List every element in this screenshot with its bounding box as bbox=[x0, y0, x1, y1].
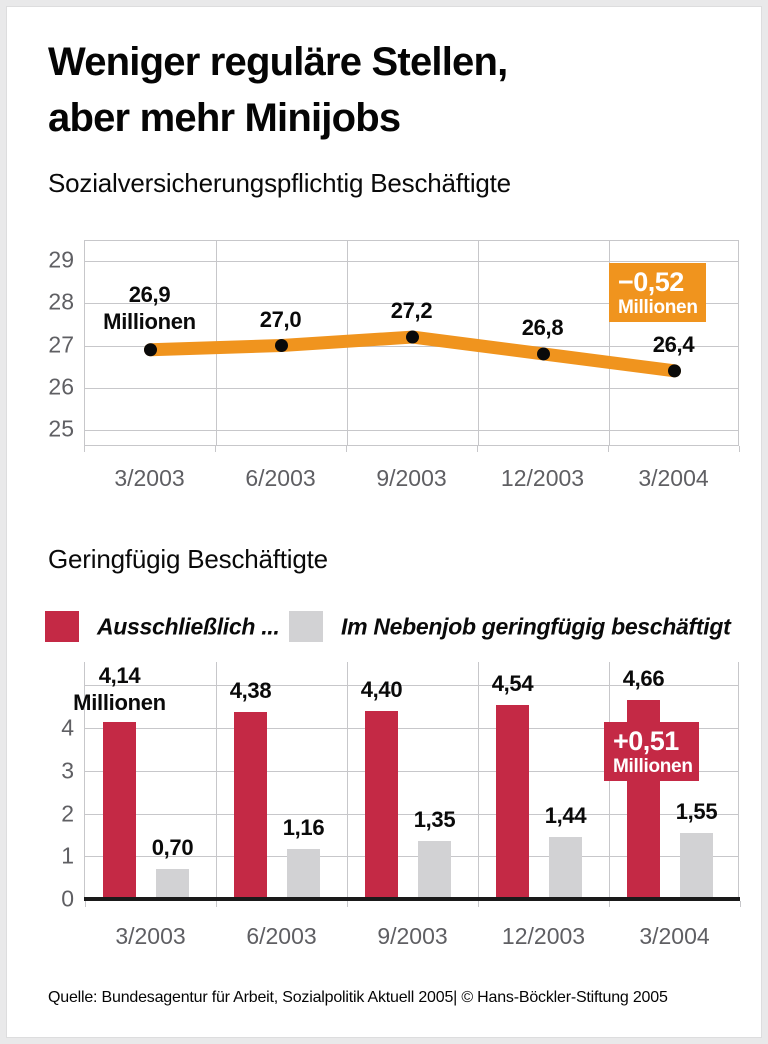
data-point-marker bbox=[406, 330, 419, 344]
gridline-h bbox=[85, 685, 738, 687]
x-tick-label: 3/2004 bbox=[639, 923, 710, 949]
bar-exclusive bbox=[365, 710, 398, 899]
bar-exclusive bbox=[496, 704, 529, 899]
bar-sidejob bbox=[549, 837, 582, 899]
bar-value-label: 4,38 bbox=[229, 677, 272, 703]
decline-badge-unit: Millionen bbox=[618, 297, 698, 318]
y-tick-label: 27 bbox=[48, 331, 74, 357]
x-tick-label: 6/2003 bbox=[245, 465, 316, 491]
gridline-h bbox=[85, 728, 738, 729]
source-line: Quelle: Bundesagentur für Arbeit, Sozial… bbox=[48, 989, 668, 1006]
gridline-h bbox=[85, 387, 738, 389]
decline-badge: −0,52 Millionen bbox=[609, 263, 706, 322]
axis-tick bbox=[740, 901, 741, 907]
increase-badge: +0,51 Millionen bbox=[604, 722, 699, 781]
gridline-h bbox=[85, 770, 738, 772]
y-tick-label: 25 bbox=[48, 415, 74, 442]
gridline-h bbox=[85, 813, 738, 815]
x-tick-label: 12/2003 bbox=[501, 923, 586, 949]
gridline-v bbox=[347, 662, 348, 899]
legend-swatch-sidejob bbox=[289, 611, 323, 642]
increase-badge-value: +0,51 bbox=[613, 726, 679, 756]
decline-badge-value: −0,52 bbox=[618, 267, 684, 297]
x-tick-label: 9/2003 bbox=[377, 923, 448, 949]
y-tick-label: 29 bbox=[48, 246, 74, 273]
x-tick-label: 12/2003 bbox=[500, 465, 585, 491]
bar-value-label: 4,40 bbox=[360, 676, 403, 702]
x-tick-label: 3/2004 bbox=[638, 465, 709, 491]
line-plot-area bbox=[84, 240, 739, 446]
page-title-line1: Weniger reguläre Stellen, bbox=[48, 40, 508, 84]
bar-value-label: 4,66 bbox=[622, 665, 665, 691]
gridline-h bbox=[85, 856, 738, 858]
x-tick-label: 6/2003 bbox=[246, 923, 317, 949]
y-tick-label: 28 bbox=[48, 288, 74, 315]
axis-tick bbox=[84, 446, 85, 452]
legend-swatch-exclusive bbox=[45, 611, 79, 642]
bar-value-label: 4,14 bbox=[98, 663, 141, 688]
page-title-line2: aber mehr Minijobs bbox=[48, 96, 401, 140]
data-point-marker bbox=[144, 343, 157, 357]
bar-sidejob bbox=[156, 869, 189, 899]
point-value-label: 27,0 bbox=[259, 306, 302, 332]
legend-label-sidejob: Im Nebenjob geringfügig beschäftigt bbox=[341, 613, 731, 640]
employment-line bbox=[144, 330, 681, 378]
gridline-h bbox=[85, 345, 738, 347]
axis-tick bbox=[215, 446, 216, 452]
bar-chart-title: Geringfügig Beschäftigte bbox=[48, 544, 328, 574]
bar-value-label: 1,44 bbox=[544, 803, 587, 829]
gridline-h bbox=[85, 261, 738, 262]
x-tick-label: 3/2003 bbox=[115, 923, 186, 949]
y-tick-label: 26 bbox=[48, 373, 74, 400]
gridline-v bbox=[216, 662, 217, 899]
x-axis-baseline bbox=[84, 897, 740, 901]
point-unit-label: Millionen bbox=[103, 308, 196, 334]
point-value-label: 26,8 bbox=[521, 314, 564, 340]
x-tick-label: 3/2003 bbox=[114, 465, 185, 491]
bar-value-label: 1,35 bbox=[413, 807, 456, 833]
data-point-marker bbox=[275, 339, 288, 352]
y-tick-label: 3 bbox=[61, 757, 74, 784]
point-value-label: 26,4 bbox=[652, 331, 695, 357]
bar-exclusive bbox=[234, 711, 267, 899]
x-tick-label: 9/2003 bbox=[376, 465, 447, 491]
bar-value-label: 4,54 bbox=[491, 670, 534, 696]
axis-tick bbox=[608, 446, 609, 452]
page-title: Weniger reguläre Stellen, aber mehr Mini… bbox=[48, 34, 508, 146]
axis-tick bbox=[85, 901, 86, 907]
line-chart-title: Sozialversicherungspflichtig Beschäftigt… bbox=[48, 168, 511, 198]
axis-tick bbox=[477, 446, 478, 452]
bar-sidejob bbox=[287, 849, 320, 899]
point-value-label: 26,9 bbox=[128, 281, 171, 307]
gridline-v bbox=[609, 241, 610, 445]
axis-tick bbox=[346, 446, 347, 452]
data-point-marker bbox=[537, 347, 550, 361]
y-tick-label: 2 bbox=[61, 800, 74, 826]
axis-tick bbox=[478, 901, 479, 907]
point-value-label: 27,2 bbox=[390, 298, 433, 324]
bar-value-label: 1,16 bbox=[282, 815, 325, 841]
data-point-marker bbox=[668, 364, 681, 378]
axis-tick bbox=[739, 446, 740, 452]
increase-badge-unit: Millionen bbox=[613, 756, 693, 777]
legend-label-exclusive: Ausschließlich ... bbox=[97, 613, 280, 640]
axis-tick bbox=[216, 901, 217, 907]
gridline-h bbox=[85, 303, 738, 305]
axis-tick bbox=[347, 901, 348, 907]
y-tick-label: 4 bbox=[61, 714, 74, 741]
gridline-v bbox=[478, 662, 479, 899]
bar-value-label: 0,70 bbox=[151, 835, 194, 861]
bar-sidejob bbox=[680, 832, 713, 899]
y-tick-label: 0 bbox=[61, 885, 74, 912]
axis-tick bbox=[609, 901, 610, 907]
gridline-h bbox=[85, 430, 738, 431]
y-tick-label: 1 bbox=[61, 842, 74, 869]
bar-exclusive bbox=[103, 722, 136, 899]
bar-value-label: 1,55 bbox=[675, 798, 718, 824]
bar-unit-label: Millionen bbox=[73, 690, 166, 715]
bar-sidejob bbox=[418, 841, 451, 899]
